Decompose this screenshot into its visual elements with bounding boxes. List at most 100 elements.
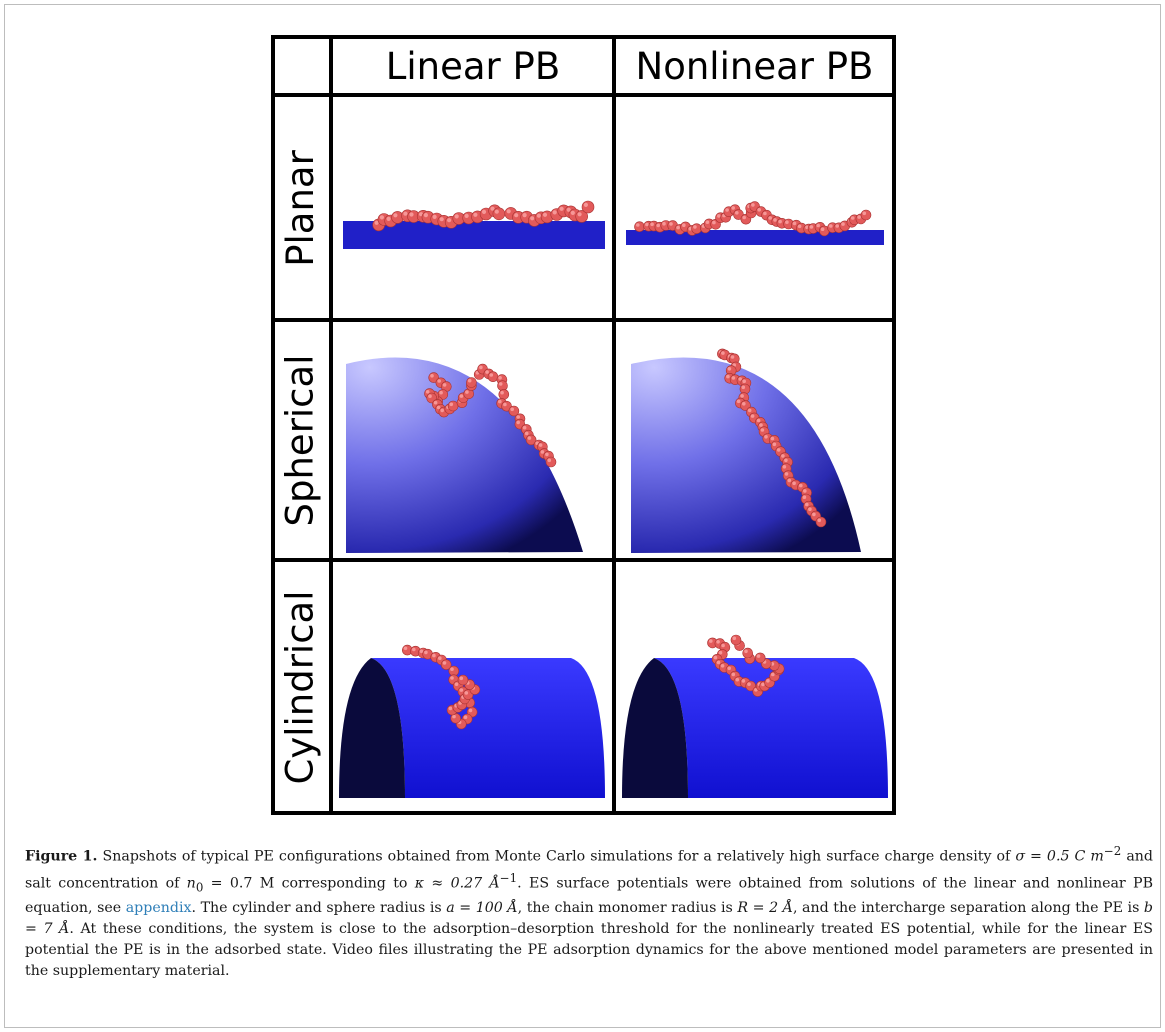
monomer-highlight bbox=[731, 376, 736, 380]
monomer-highlight bbox=[570, 210, 575, 215]
monomer-highlight bbox=[432, 653, 436, 658]
monomer-highlight bbox=[738, 377, 742, 381]
monomer-highlight bbox=[688, 226, 693, 231]
monomer-highlight bbox=[450, 667, 454, 671]
monomer-highlight bbox=[516, 415, 520, 419]
monomer-highlight bbox=[799, 483, 803, 488]
monomer-highlight bbox=[732, 636, 737, 641]
monomer-highlight bbox=[693, 225, 697, 229]
monomer-highlight bbox=[761, 682, 765, 687]
monomer-highlight bbox=[463, 715, 468, 719]
monomer-bead bbox=[487, 371, 499, 383]
monomer-highlight bbox=[747, 682, 751, 686]
monomer-highlight bbox=[459, 688, 464, 692]
figure-label: Figure 1. bbox=[25, 848, 98, 865]
monomer-highlight bbox=[676, 225, 680, 230]
monomer-bead bbox=[466, 377, 477, 388]
monomer-highlight bbox=[650, 222, 654, 227]
monomer-highlight bbox=[432, 214, 437, 219]
monomer-highlight bbox=[763, 211, 767, 216]
monomer-highlight bbox=[835, 224, 839, 228]
monomer-highlight bbox=[787, 478, 792, 483]
monomer-highlight bbox=[447, 218, 452, 223]
monomer-bead bbox=[498, 389, 510, 400]
monomer-highlight bbox=[439, 217, 444, 222]
monomer-highlight bbox=[438, 656, 442, 660]
monomer-highlight bbox=[802, 495, 807, 499]
monomer-highlight bbox=[454, 682, 459, 686]
monomer-highlight bbox=[742, 402, 746, 406]
monomer-highlight bbox=[768, 216, 772, 220]
figure-caption: Figure 1. Snapshots of typical PE config… bbox=[25, 844, 1154, 980]
monomer-bead bbox=[860, 209, 872, 221]
monomer-highlight bbox=[403, 211, 408, 216]
monomer-highlight bbox=[479, 365, 483, 370]
monomer-highlight bbox=[439, 390, 443, 395]
pe-chain-beads bbox=[707, 634, 785, 697]
monomer-highlight bbox=[524, 431, 529, 436]
monomer-highlight bbox=[450, 676, 454, 680]
monomer-highlight bbox=[425, 390, 430, 394]
monomer-highlight bbox=[744, 649, 748, 654]
column-header-nonlinear: Nonlinear PB bbox=[635, 44, 874, 88]
monomer-bead bbox=[545, 456, 557, 468]
monomer-highlight bbox=[437, 379, 441, 383]
monomer-highlight bbox=[403, 646, 408, 651]
monomer-highlight bbox=[817, 518, 822, 523]
monomer-highlight bbox=[727, 367, 732, 371]
monomer-highlight bbox=[721, 351, 725, 355]
monomer-highlight bbox=[522, 213, 527, 218]
appendix-link[interactable]: appendix bbox=[125, 900, 192, 917]
monomer-highlight bbox=[379, 215, 384, 220]
monomer-highlight bbox=[656, 223, 660, 228]
monomer-highlight bbox=[552, 210, 557, 215]
monomer-highlight bbox=[449, 402, 454, 407]
monomer-highlight bbox=[730, 355, 735, 359]
monomer-highlight bbox=[540, 450, 545, 454]
monomer-highlight bbox=[448, 706, 453, 711]
monomer-bead bbox=[730, 634, 742, 646]
snapshot-spherical-linear bbox=[333, 322, 613, 559]
monomer-highlight bbox=[433, 400, 438, 405]
monomer-highlight bbox=[759, 423, 763, 427]
monomer-highlight bbox=[756, 654, 761, 658]
monomer-highlight bbox=[829, 224, 833, 228]
monomer-highlight bbox=[771, 672, 775, 677]
monomer-highlight bbox=[430, 374, 434, 378]
monomer-highlight bbox=[452, 714, 456, 719]
monomer-highlight bbox=[490, 206, 495, 211]
monomer-bead bbox=[447, 400, 459, 412]
monomer-highlight bbox=[751, 203, 755, 207]
monomer-bead bbox=[492, 207, 506, 221]
monomer-highlight bbox=[784, 472, 789, 476]
monomer-highlight bbox=[494, 209, 499, 214]
pe-chain-beads bbox=[402, 644, 481, 730]
snapshot-planar-nonlinear bbox=[616, 97, 893, 319]
monomer-highlight bbox=[583, 202, 588, 207]
monomer-highlight bbox=[682, 223, 686, 227]
monomer-highlight bbox=[857, 215, 861, 219]
row-label-spherical: Spherical bbox=[278, 354, 322, 527]
figure-grid: Linear PB Nonlinear PB Planar Spherical … bbox=[271, 35, 896, 815]
snapshot-cylindrical-linear bbox=[333, 562, 613, 812]
monomer-highlight bbox=[662, 221, 666, 226]
monomer-highlight bbox=[577, 212, 582, 217]
monomer-highlight bbox=[503, 402, 507, 407]
monomer-highlight bbox=[792, 481, 796, 486]
monomer-highlight bbox=[510, 407, 514, 412]
monomer-highlight bbox=[750, 414, 755, 418]
monomer-highlight bbox=[522, 425, 527, 430]
monomer-highlight bbox=[481, 209, 487, 214]
monomer-highlight bbox=[756, 418, 761, 423]
monomer-highlight bbox=[776, 448, 781, 452]
monomer-highlight bbox=[500, 390, 504, 395]
monomer-highlight bbox=[742, 215, 746, 220]
row-label-cylindrical: Cylindrical bbox=[278, 589, 322, 785]
monomer-highlight bbox=[781, 454, 785, 458]
monomer-highlight bbox=[718, 650, 723, 655]
monomer-highlight bbox=[498, 376, 502, 380]
monomer-highlight bbox=[772, 442, 777, 447]
monomer-highlight bbox=[716, 640, 720, 644]
monomer-highlight bbox=[636, 223, 640, 227]
monomer-highlight bbox=[419, 649, 424, 654]
